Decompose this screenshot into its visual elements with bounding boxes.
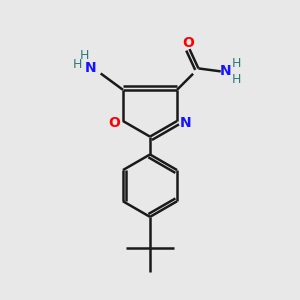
Text: H: H — [232, 57, 241, 70]
Text: O: O — [109, 116, 121, 130]
Text: N: N — [219, 64, 231, 78]
Text: H: H — [232, 73, 241, 86]
Text: N: N — [85, 61, 96, 74]
Text: H: H — [73, 58, 83, 71]
Text: O: O — [182, 36, 194, 50]
Text: H: H — [80, 49, 90, 62]
Text: N: N — [179, 116, 191, 130]
